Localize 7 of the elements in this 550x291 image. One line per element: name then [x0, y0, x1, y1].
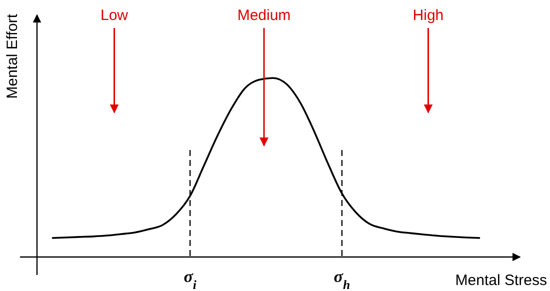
text: High — [412, 7, 444, 24]
text: Low — [100, 7, 128, 24]
x-tick-label: σ$_{i}$ — [184, 267, 197, 291]
x-axis-title: Mental Stress — [455, 272, 547, 289]
text: Medium — [237, 7, 291, 24]
y-axis-title: Mental Effort — [4, 13, 21, 99]
x-tick-label: σ$_{h}$ — [334, 267, 350, 291]
